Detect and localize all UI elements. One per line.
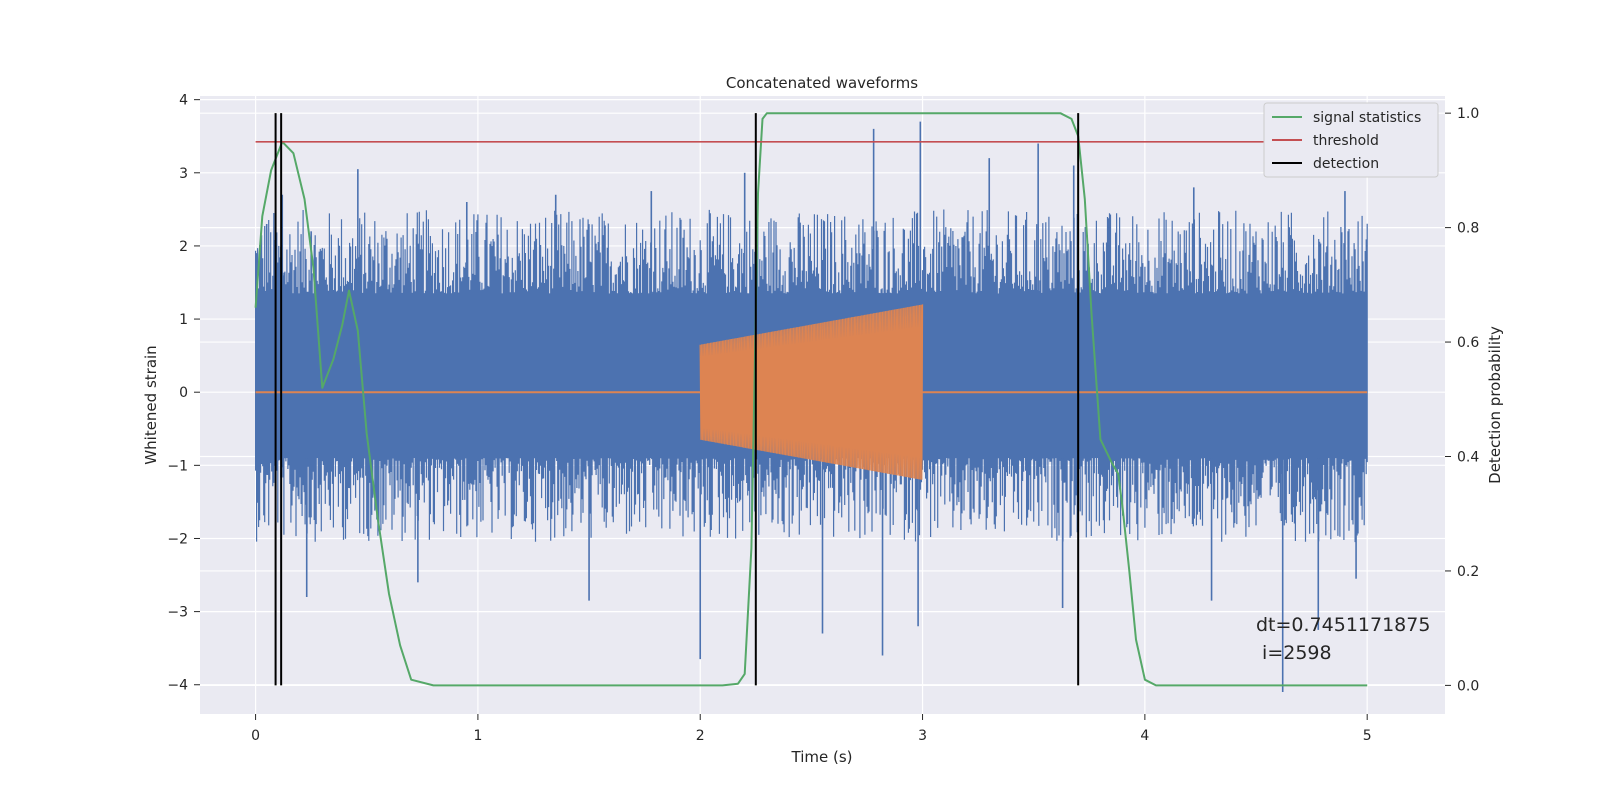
y2-tick-label: 0.6 <box>1457 335 1479 351</box>
y-tick-label: 4 <box>179 93 188 109</box>
y-tick-label: −1 <box>167 458 188 474</box>
y-tick-label: 1 <box>179 312 188 328</box>
x-tick-label: 3 <box>918 728 927 744</box>
annotation-dt: dt=0.7451171875 <box>1256 614 1430 636</box>
y2-axis-label: Detection probability <box>1486 326 1504 484</box>
y2-tick-label: 0.0 <box>1457 678 1479 694</box>
annotation-index: i=2598 <box>1256 642 1332 664</box>
y-tick-label: −3 <box>167 605 188 621</box>
chart-title: Concatenated waveforms <box>726 74 918 92</box>
y2-tick-label: 0.8 <box>1457 221 1479 237</box>
legend-box <box>1263 102 1439 178</box>
ticks: 0 1 2 3 4 5 −4 −3 −2 −1 0 1 2 3 4 0.0 0.2 0.4 0.6 0.8 1.0 <box>167 93 1479 744</box>
legend-label-detection: detection <box>1313 156 1379 172</box>
y-tick-label: −2 <box>167 531 188 547</box>
y2-tick-label: 0.4 <box>1457 450 1479 466</box>
y-axis-label: Whitened strain <box>142 345 160 464</box>
statistic-line <box>254 112 1368 687</box>
statistic-series <box>254 112 1390 687</box>
y2-tick-label: 0.2 <box>1457 564 1479 580</box>
injection-chirp <box>699 304 924 480</box>
injection-series <box>255 304 1368 480</box>
y2-tick-label: 1.0 <box>1457 106 1479 122</box>
x-axis-label: Time (s) <box>791 748 853 766</box>
detection-lines <box>274 113 1080 686</box>
legend: signal statistics threshold detection <box>1263 102 1439 178</box>
x-tick-label: 5 <box>1363 728 1372 744</box>
legend-label-statistic: signal statistics <box>1313 110 1421 126</box>
y-tick-label: 3 <box>179 166 188 182</box>
x-tick-label: 1 <box>473 728 482 744</box>
x-tick-label: 2 <box>696 728 705 744</box>
x-tick-label: 0 <box>251 728 260 744</box>
y-tick-label: −4 <box>167 678 188 694</box>
y-tick-label: 0 <box>179 385 188 401</box>
legend-label-threshold: threshold <box>1313 133 1379 149</box>
y-tick-label: 2 <box>179 239 188 255</box>
x-tick-label: 4 <box>1140 728 1149 744</box>
